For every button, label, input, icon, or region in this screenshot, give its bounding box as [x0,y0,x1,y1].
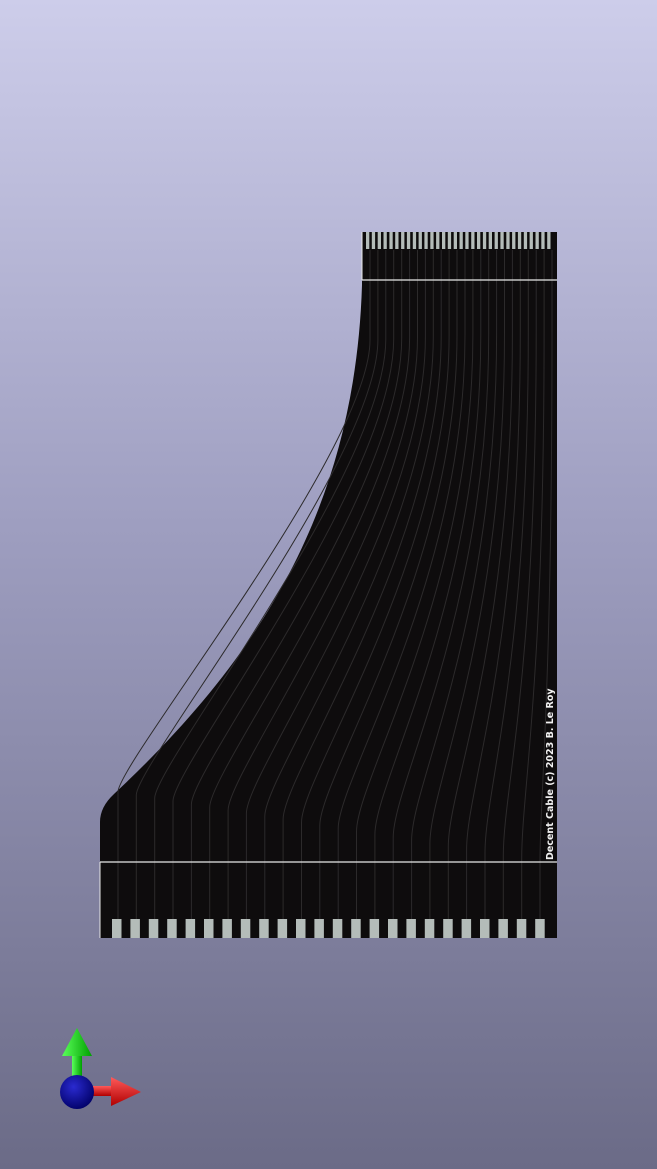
bottom-connector-pad [259,919,269,938]
trace [154,250,387,930]
bottom-connector-pad [148,919,159,938]
axes-gizmo [60,1028,141,1109]
top-connector-pad [401,232,405,249]
x-axis-arrow-icon [85,1077,141,1106]
top-connector-pad [547,232,551,249]
top-connector-pad [406,232,411,249]
trace [411,250,498,930]
trace-group [117,250,553,930]
bottom-connector-pad [296,919,306,938]
bottom-connector-pad [480,919,490,938]
bottom-connector-pad [535,919,545,938]
trace [447,250,513,930]
top-connector-pad [506,232,510,249]
trace [429,250,505,930]
top-connector-pad [529,232,533,249]
bottom-connector-pad [222,919,232,938]
top-connector-pad [424,232,428,249]
trace [484,250,529,930]
top-connector-pad [418,232,422,249]
bottom-connector-pad [424,919,435,938]
bottom-connector-pad [112,919,122,938]
top-connector-pad [447,232,452,249]
trace [172,250,395,930]
top-connector-pad [500,232,504,249]
trace [227,250,418,930]
top-connector-pad [517,232,522,249]
trace [521,250,545,930]
bottom-connector-pad [388,919,398,938]
trace [392,250,490,930]
top-connector-pad [482,232,487,249]
bottom-connector-pad [185,919,196,938]
silkscreen-label: Decent Cable (c) 2023 B. Le Roy [545,688,556,860]
trace [356,250,474,930]
top-connector-pad [377,232,381,249]
bottom-connector-pad [167,919,177,938]
top-connector-pad [477,232,481,249]
top-connector-pad [488,232,492,249]
top-connector-pad [535,232,539,249]
trace [337,250,466,930]
top-connector-pad [453,232,457,249]
trace [539,250,553,930]
top-connector-pad [523,232,528,249]
top-connector-pad [436,232,440,249]
top-connector-pad [430,232,434,249]
top-connector-pad [383,232,387,249]
top-connector-pad [371,232,376,249]
bottom-connector-pad [332,919,343,938]
top-connector-pad [541,232,545,249]
top-connector-pad [494,232,498,249]
trace [502,250,537,930]
top-connector-pad [471,232,475,249]
top-connector-pad [512,232,516,249]
trace [319,250,458,930]
z-axis-dot-icon [60,1075,94,1109]
top-connector-pad [395,232,399,249]
bottom-connector-pad [443,919,453,938]
bottom-connector-pad [277,919,288,938]
top-connector-pad [442,232,446,249]
trace [135,250,379,930]
bottom-connector-pad [369,919,380,938]
bottom-connector-pad [130,919,140,938]
bottom-connector-pad [351,919,361,938]
trace [264,250,434,930]
trace [374,250,482,930]
trace [466,250,521,930]
bottom-connector-pad [406,919,416,938]
top-connector-pad [465,232,469,249]
trace [245,250,426,930]
top-connector-pad [412,232,417,249]
flex-cable-board[interactable]: Decent Cable (c) 2023 B. Le Roy [99,232,557,938]
trace [209,250,411,930]
bottom-connector-pads [112,919,545,938]
bottom-connector-pad [461,919,472,938]
top-connector-pad [389,232,393,249]
trace [117,250,371,930]
bottom-connector-pad [204,919,214,938]
bottom-connector-pad [516,919,527,938]
trace [282,250,442,930]
top-connector-pad [459,232,463,249]
trace [190,250,403,930]
top-connector-pad [366,232,370,249]
bottom-connector-pad [314,919,324,938]
trace [301,250,450,930]
bottom-connector-pad [498,919,508,938]
bottom-connector-pad [240,919,251,938]
y-axis-arrow-icon [62,1028,92,1085]
top-connector-pads [366,232,551,249]
